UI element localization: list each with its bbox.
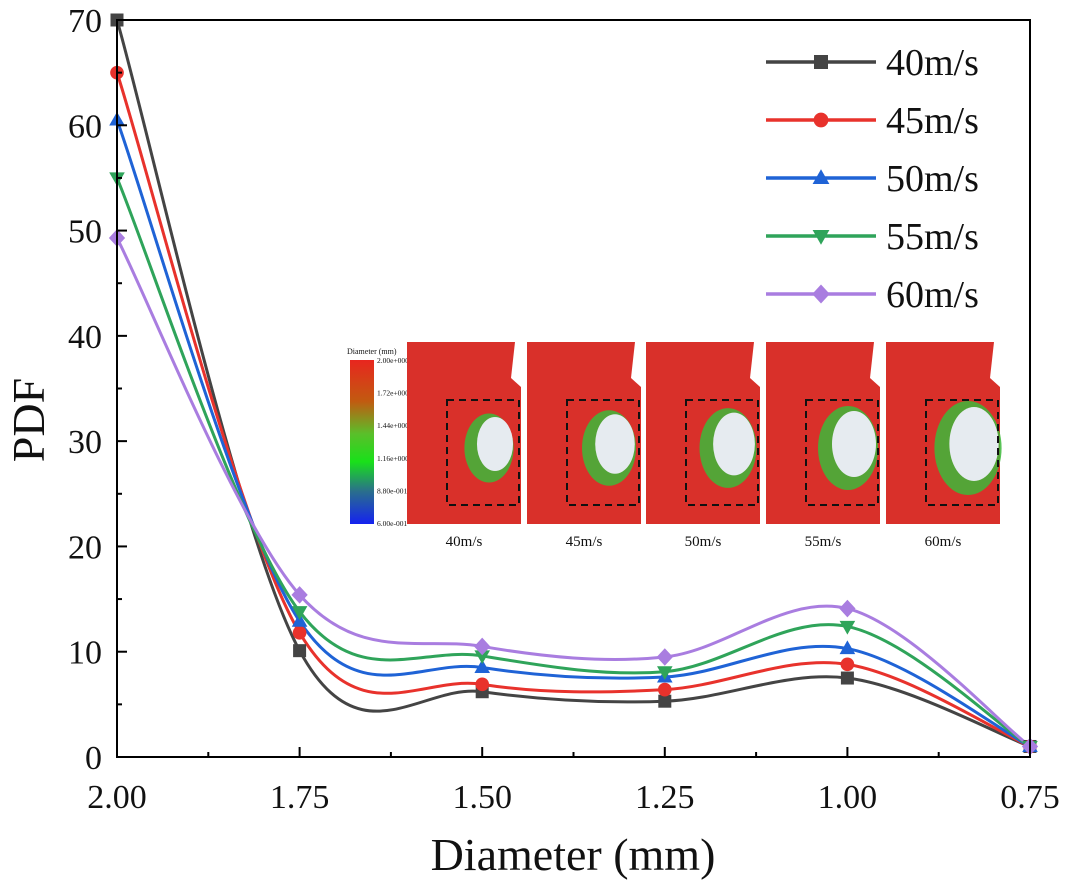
inset-panel: 40m/s [407, 342, 521, 550]
data-point [292, 625, 307, 640]
data-point [474, 659, 490, 674]
legend-marker [812, 169, 830, 184]
y-tick-label: 70 [68, 3, 102, 40]
inset-panel-label: 60m/s [925, 534, 962, 550]
y-axis-label: PDF [3, 378, 54, 462]
zoom-box [925, 399, 999, 506]
data-point [840, 657, 855, 672]
legend-marker [814, 55, 828, 69]
data-point [291, 613, 308, 627]
y-tick-label: 60 [68, 108, 102, 145]
zoom-box [685, 399, 759, 506]
legend-label: 40m/s [886, 42, 979, 84]
series-line [115, 177, 1031, 748]
data-point [839, 599, 856, 618]
colorbar-labels: 2.00e+000 1.72e+000 1.44e+000 1.16e+000 8.80… [377, 356, 409, 528]
legend-marker [813, 112, 829, 128]
inset-figure: Diameter (mm) 2.00e+000 1.72e+000 1.44e+00… [340, 340, 1008, 550]
data-point [657, 666, 673, 680]
data-point [657, 682, 672, 697]
colorbar-label: 1.72e+000 [377, 389, 409, 398]
colorbar-label: 6.00e-001 [377, 519, 407, 528]
y-tick-label: 20 [68, 529, 102, 566]
y-tick-label: 40 [68, 319, 102, 356]
data-point [474, 637, 491, 656]
series-line [115, 237, 1031, 748]
x-tick-label: 1.25 [635, 779, 695, 816]
data-point [474, 650, 490, 665]
x-axis-label: Diameter (mm) [431, 829, 716, 880]
data-point [839, 640, 856, 655]
data-point [840, 671, 854, 685]
inset-panel: 50m/s [646, 342, 760, 550]
x-tick-label: 0.75 [1000, 779, 1060, 816]
x-tick-label: 2.00 [87, 779, 147, 816]
legend-label: 60m/s [886, 274, 979, 316]
y-tick-label: 30 [68, 424, 102, 461]
legend: 40m/s 45m/s 50m/s 55m/s 60m/s [766, 42, 979, 316]
colorbar-title: Diameter (mm) [347, 347, 397, 356]
inset-panels: 40m/s 45m/s 50m/s 55m/s 60m/s [407, 342, 1002, 550]
x-tick-label: 1.50 [452, 779, 512, 816]
legend-label: 50m/s [886, 158, 979, 200]
data-point [293, 644, 307, 658]
series-line [115, 119, 1031, 748]
inset-panel-label: 50m/s [685, 534, 722, 550]
x-tick-label: 1.00 [818, 779, 878, 816]
y-tick-label: 50 [68, 214, 102, 251]
inset-panel-label: 55m/s [805, 534, 842, 550]
inset-panel: 60m/s [886, 342, 1002, 550]
data-point [658, 694, 672, 708]
legend-marker [812, 284, 830, 304]
inset-panel: 45m/s [527, 342, 641, 550]
x-axis: 2.00 1.75 1.50 1.25 1.00 0.75 [87, 747, 1060, 816]
colorbar [350, 360, 374, 524]
data-point [475, 677, 490, 692]
legend-label: 45m/s [886, 100, 979, 142]
y-axis: 0 10 20 30 40 50 60 70 [68, 3, 127, 777]
legend-label: 55m/s [886, 216, 979, 258]
x-tick-label: 1.75 [270, 779, 330, 816]
zoom-box [446, 399, 520, 506]
inset-panel: 55m/s [766, 342, 880, 550]
zoom-box [566, 399, 640, 506]
inset-panel-label: 40m/s [446, 534, 483, 550]
data-point [291, 586, 308, 604]
zoom-box [805, 399, 879, 506]
y-tick-label: 0 [85, 740, 102, 777]
colorbar-label: 2.00e+000 [377, 356, 409, 365]
legend-marker [812, 230, 830, 245]
colorbar-label: 1.16e+000 [377, 454, 409, 463]
inset-panel-label: 45m/s [566, 534, 603, 550]
data-point [656, 648, 673, 666]
data-point [839, 620, 856, 635]
colorbar-label: 1.44e+000 [377, 421, 409, 430]
y-tick-label: 10 [68, 635, 102, 672]
colorbar-label: 8.80e-001 [377, 486, 407, 495]
data-point [291, 606, 308, 620]
